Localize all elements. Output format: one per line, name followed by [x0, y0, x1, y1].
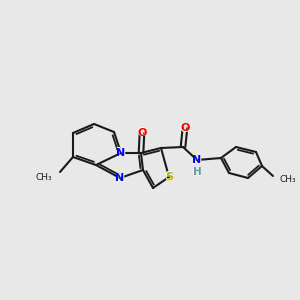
Text: H: H: [193, 167, 201, 177]
Text: N: N: [115, 172, 125, 184]
Text: S: S: [165, 172, 173, 182]
Text: N: N: [116, 173, 124, 183]
Text: O: O: [137, 128, 147, 138]
Text: H: H: [192, 166, 202, 178]
Text: N: N: [116, 146, 126, 160]
Text: O: O: [180, 123, 190, 133]
Text: O: O: [137, 127, 147, 140]
Text: S: S: [164, 170, 173, 184]
Text: CH₃: CH₃: [35, 172, 52, 182]
Text: CH₃: CH₃: [279, 175, 296, 184]
Text: O: O: [180, 122, 190, 134]
Text: N: N: [116, 148, 126, 158]
Text: N: N: [192, 154, 202, 166]
Text: N: N: [192, 155, 202, 165]
